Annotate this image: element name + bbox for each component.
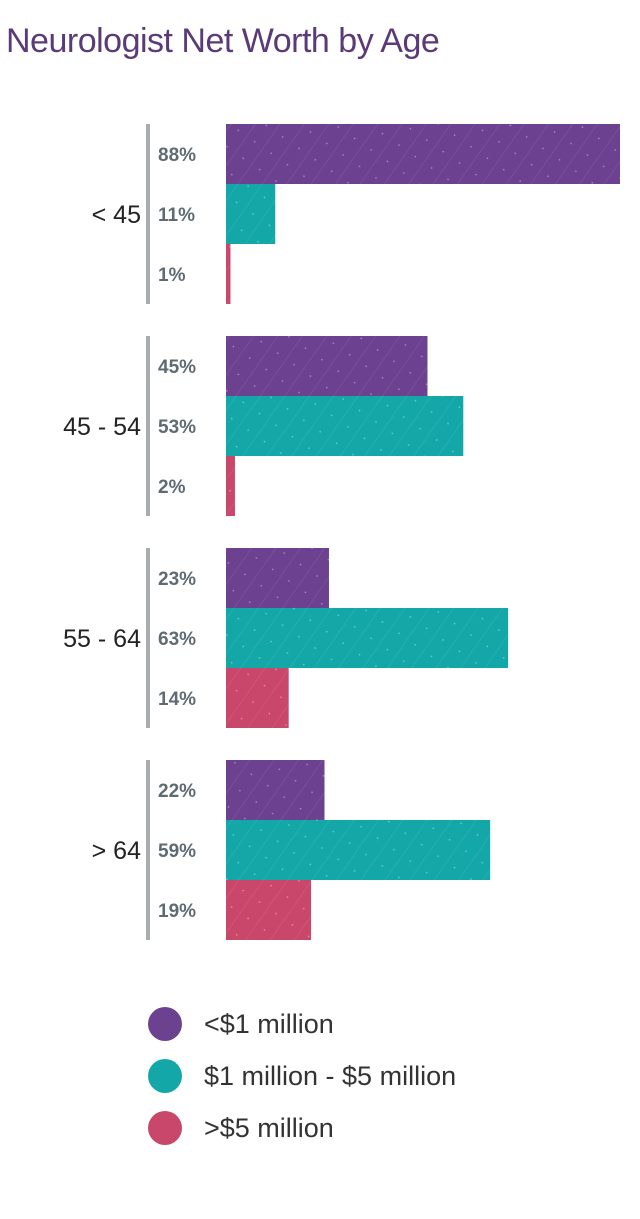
bar-texture	[226, 336, 428, 396]
bar-texture	[226, 880, 312, 940]
bar-texture	[226, 184, 276, 244]
data-label: 19%	[158, 901, 196, 922]
bar-texture	[226, 396, 464, 456]
data-label: 88%	[158, 145, 196, 166]
data-label: 22%	[158, 781, 196, 802]
legend-label: >$5 million	[204, 1112, 334, 1143]
bar-chart: < 45 88% 11% 1% 45 - 54 45% 53% 2% 55 - 64 23% 63%…	[63, 124, 620, 940]
category-label: 55 - 64	[63, 625, 141, 653]
legend: <$1 million $1 million - $5 million >$5 mi…	[148, 998, 456, 1154]
legend-label: <$1 million	[204, 1008, 334, 1039]
category-label: > 64	[92, 837, 141, 865]
bar-texture	[226, 456, 235, 516]
chart-title: Neurologist Net Worth by Age	[6, 22, 440, 60]
data-label: 11%	[158, 205, 195, 226]
legend-swatch	[148, 1007, 182, 1041]
legend-label: $1 million - $5 million	[204, 1060, 457, 1091]
data-label: 2%	[158, 477, 186, 498]
legend-item: >$5 million	[148, 1102, 456, 1154]
legend-item: <$1 million	[148, 998, 456, 1050]
bar-texture	[226, 548, 329, 608]
data-label: 1%	[158, 265, 186, 286]
bar-texture	[226, 668, 289, 728]
bar-texture	[226, 244, 231, 304]
data-label: 59%	[158, 841, 196, 862]
category-group: > 64 22% 59% 19%	[92, 760, 491, 940]
legend-swatch	[148, 1111, 182, 1145]
data-label: 14%	[158, 689, 196, 710]
legend-swatch	[148, 1059, 182, 1093]
data-label: 45%	[158, 357, 196, 378]
category-label: < 45	[92, 201, 141, 229]
bar-texture	[226, 760, 325, 820]
bar-texture	[226, 820, 491, 880]
category-label: 45 - 54	[63, 413, 141, 441]
data-label: 53%	[158, 417, 196, 438]
category-group: < 45 88% 11% 1%	[92, 124, 620, 304]
legend-item: $1 million - $5 million	[148, 1050, 456, 1102]
bar-texture	[226, 608, 509, 668]
category-group: 45 - 54 45% 53% 2%	[63, 336, 464, 516]
data-label: 63%	[158, 629, 196, 650]
bar-texture	[226, 124, 620, 184]
category-group: 55 - 64 23% 63% 14%	[63, 548, 509, 728]
data-label: 23%	[158, 569, 196, 590]
